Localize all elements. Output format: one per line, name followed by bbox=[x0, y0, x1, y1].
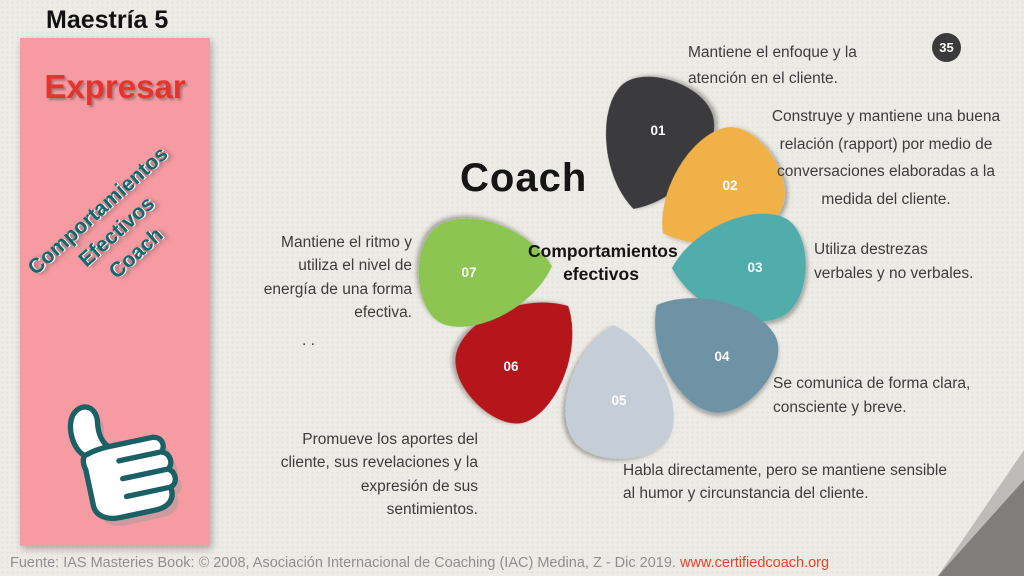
petal-01-number: 01 bbox=[650, 123, 666, 138]
petal-02-number: 02 bbox=[722, 178, 737, 193]
petal-04-number: 04 bbox=[714, 349, 730, 364]
annotation-petal-07: Mantiene el ritmo y utiliza el nivel de … bbox=[263, 234, 412, 321]
center-label-line-2: efectivos bbox=[563, 263, 639, 284]
petal-07: 07 bbox=[418, 218, 552, 327]
annotation-petal-03: Utiliza destrezas verbales y no verbales… bbox=[814, 241, 974, 283]
footer-source-text: Fuente: IAS Masteries Book: © 2008, Asoc… bbox=[10, 555, 676, 571]
annotation-petal-06: Promueve los aportes del cliente, sus re… bbox=[280, 431, 478, 518]
petal-03-shape bbox=[671, 213, 806, 322]
center-label-line-1: Comportamientos bbox=[528, 241, 678, 261]
petal-05-shape bbox=[565, 325, 674, 459]
petal-02: 02 bbox=[662, 127, 785, 244]
footer-link[interactable]: www.certifiedcoach.org bbox=[679, 555, 830, 571]
sidebar-heading: Expresar bbox=[44, 68, 186, 105]
corner-decoration bbox=[938, 450, 1024, 576]
petal-07-shape bbox=[418, 218, 552, 327]
footer: Fuente: IAS Masteries Book: © 2008, Asoc… bbox=[10, 555, 829, 571]
annotation-petal-01: Mantiene el enfoque y la atención en el … bbox=[688, 44, 857, 88]
rotated-label-line-2: Efectivos bbox=[74, 192, 160, 272]
petal-03-number: 03 bbox=[747, 260, 763, 275]
petal-03: 03 bbox=[671, 213, 806, 322]
petal-06: 06 bbox=[455, 302, 573, 424]
petal-05: 05 bbox=[565, 325, 674, 459]
stray-dots: . . bbox=[302, 332, 315, 349]
annotation-petal-04: Se comunica de forma clara, consciente y… bbox=[773, 375, 971, 417]
petal-04-shape bbox=[655, 298, 779, 413]
sidebar: Expresar Comportamientos Efectivos Coach bbox=[20, 38, 210, 546]
petal-diagram: 01 02 03 04 05 bbox=[418, 76, 806, 459]
sidebar-rotated-label: Comportamientos Efectivos Coach bbox=[2, 122, 234, 342]
petal-05-number: 05 bbox=[611, 393, 627, 408]
annotation-petal-02: Construye y mantiene una buena relación … bbox=[771, 108, 1001, 208]
diagram-center-label: Comportamientos efectivos bbox=[528, 240, 678, 286]
annotation-petal-05: Habla directamente, pero se mantiene sen… bbox=[623, 462, 947, 503]
petal-07-number: 07 bbox=[461, 265, 476, 280]
petal-06-shape bbox=[455, 302, 573, 424]
thumbs-up-icon bbox=[67, 404, 182, 526]
petal-02-shape bbox=[662, 127, 785, 244]
diagram-title: Coach bbox=[460, 156, 588, 200]
petal-04: 04 bbox=[655, 298, 779, 413]
page-number-badge: 35 bbox=[932, 33, 961, 62]
petal-06-number: 06 bbox=[503, 359, 519, 374]
page-title: Maestría 5 bbox=[46, 6, 169, 34]
